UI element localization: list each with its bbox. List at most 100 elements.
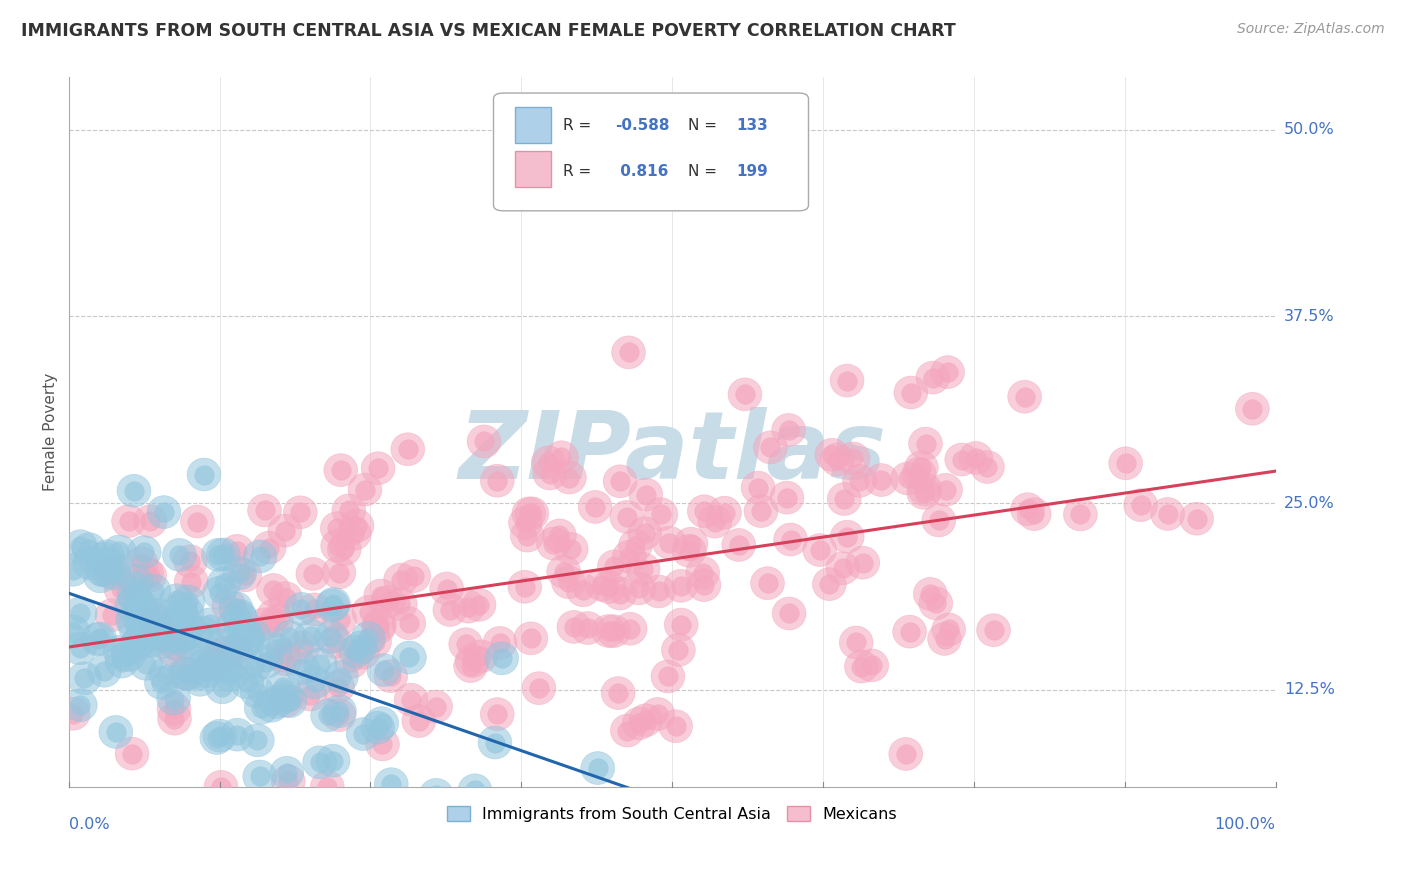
Point	[212, 576, 235, 591]
Point	[550, 450, 572, 465]
Point	[302, 566, 325, 581]
Point	[665, 719, 688, 733]
Point	[472, 434, 495, 449]
Point	[121, 614, 143, 628]
Point	[925, 596, 948, 610]
Point	[425, 788, 447, 802]
Point	[734, 387, 756, 401]
Point	[198, 617, 221, 632]
Point	[778, 607, 800, 621]
Point	[983, 624, 1005, 638]
Point	[325, 635, 347, 649]
Point	[191, 625, 214, 640]
Point	[304, 602, 326, 616]
Text: 0.0%: 0.0%	[69, 817, 110, 832]
Point	[516, 528, 538, 542]
Point	[163, 712, 186, 726]
Point	[101, 608, 124, 623]
Point	[1241, 401, 1264, 416]
Point	[538, 467, 561, 481]
Point	[174, 666, 197, 681]
Point	[122, 483, 145, 498]
Point	[316, 708, 339, 723]
Point	[121, 599, 143, 614]
Point	[218, 668, 240, 682]
Point	[617, 345, 640, 359]
Text: 199: 199	[737, 164, 768, 179]
Text: N =: N =	[688, 164, 721, 179]
Point	[69, 607, 91, 621]
Point	[291, 661, 314, 675]
Point	[457, 599, 479, 614]
Point	[193, 467, 215, 482]
Point	[461, 654, 484, 668]
Point	[143, 583, 166, 598]
Point	[825, 452, 848, 467]
Point	[398, 616, 420, 631]
Point	[108, 645, 131, 659]
Point	[486, 474, 509, 488]
Point	[399, 692, 422, 706]
Point	[62, 624, 84, 639]
Point	[228, 608, 250, 623]
Point	[491, 651, 513, 665]
Point	[260, 698, 283, 713]
Point	[647, 706, 669, 721]
Point	[236, 632, 259, 647]
Point	[747, 481, 769, 495]
Point	[125, 638, 148, 652]
Point	[243, 659, 266, 673]
Point	[232, 638, 254, 652]
Point	[634, 713, 657, 727]
Point	[274, 524, 297, 538]
Point	[148, 607, 170, 622]
Point	[357, 631, 380, 645]
Point	[89, 569, 111, 583]
Point	[914, 436, 936, 450]
Point	[96, 549, 118, 564]
Point	[583, 500, 606, 514]
Point	[163, 635, 186, 649]
Point	[322, 597, 344, 611]
Point	[367, 620, 389, 634]
Point	[163, 691, 186, 706]
Point	[111, 655, 134, 669]
Point	[117, 514, 139, 528]
Point	[202, 658, 225, 673]
Point	[89, 632, 111, 646]
Point	[486, 707, 509, 722]
Point	[207, 548, 229, 562]
Point	[221, 658, 243, 673]
Point	[598, 580, 620, 594]
Point	[136, 622, 159, 636]
Point	[558, 470, 581, 484]
Point	[274, 591, 297, 605]
Point	[174, 634, 197, 648]
Point	[249, 769, 271, 783]
Point	[938, 623, 960, 637]
Point	[326, 680, 349, 694]
Point	[808, 543, 831, 558]
Point	[759, 441, 782, 455]
Point	[174, 666, 197, 681]
Point	[607, 686, 630, 700]
Point	[910, 460, 932, 475]
Point	[851, 659, 873, 673]
Point	[290, 602, 312, 616]
Point	[274, 652, 297, 666]
FancyBboxPatch shape	[515, 106, 551, 144]
Text: R =: R =	[564, 164, 596, 179]
Point	[233, 626, 256, 640]
Point	[218, 599, 240, 613]
Point	[138, 568, 160, 582]
Point	[326, 521, 349, 535]
Point	[831, 561, 853, 575]
Point	[398, 650, 420, 665]
Point	[631, 562, 654, 576]
Point	[188, 673, 211, 687]
Point	[553, 565, 575, 579]
Point	[166, 593, 188, 607]
Point	[243, 630, 266, 644]
Point	[897, 471, 920, 485]
Point	[77, 542, 100, 557]
